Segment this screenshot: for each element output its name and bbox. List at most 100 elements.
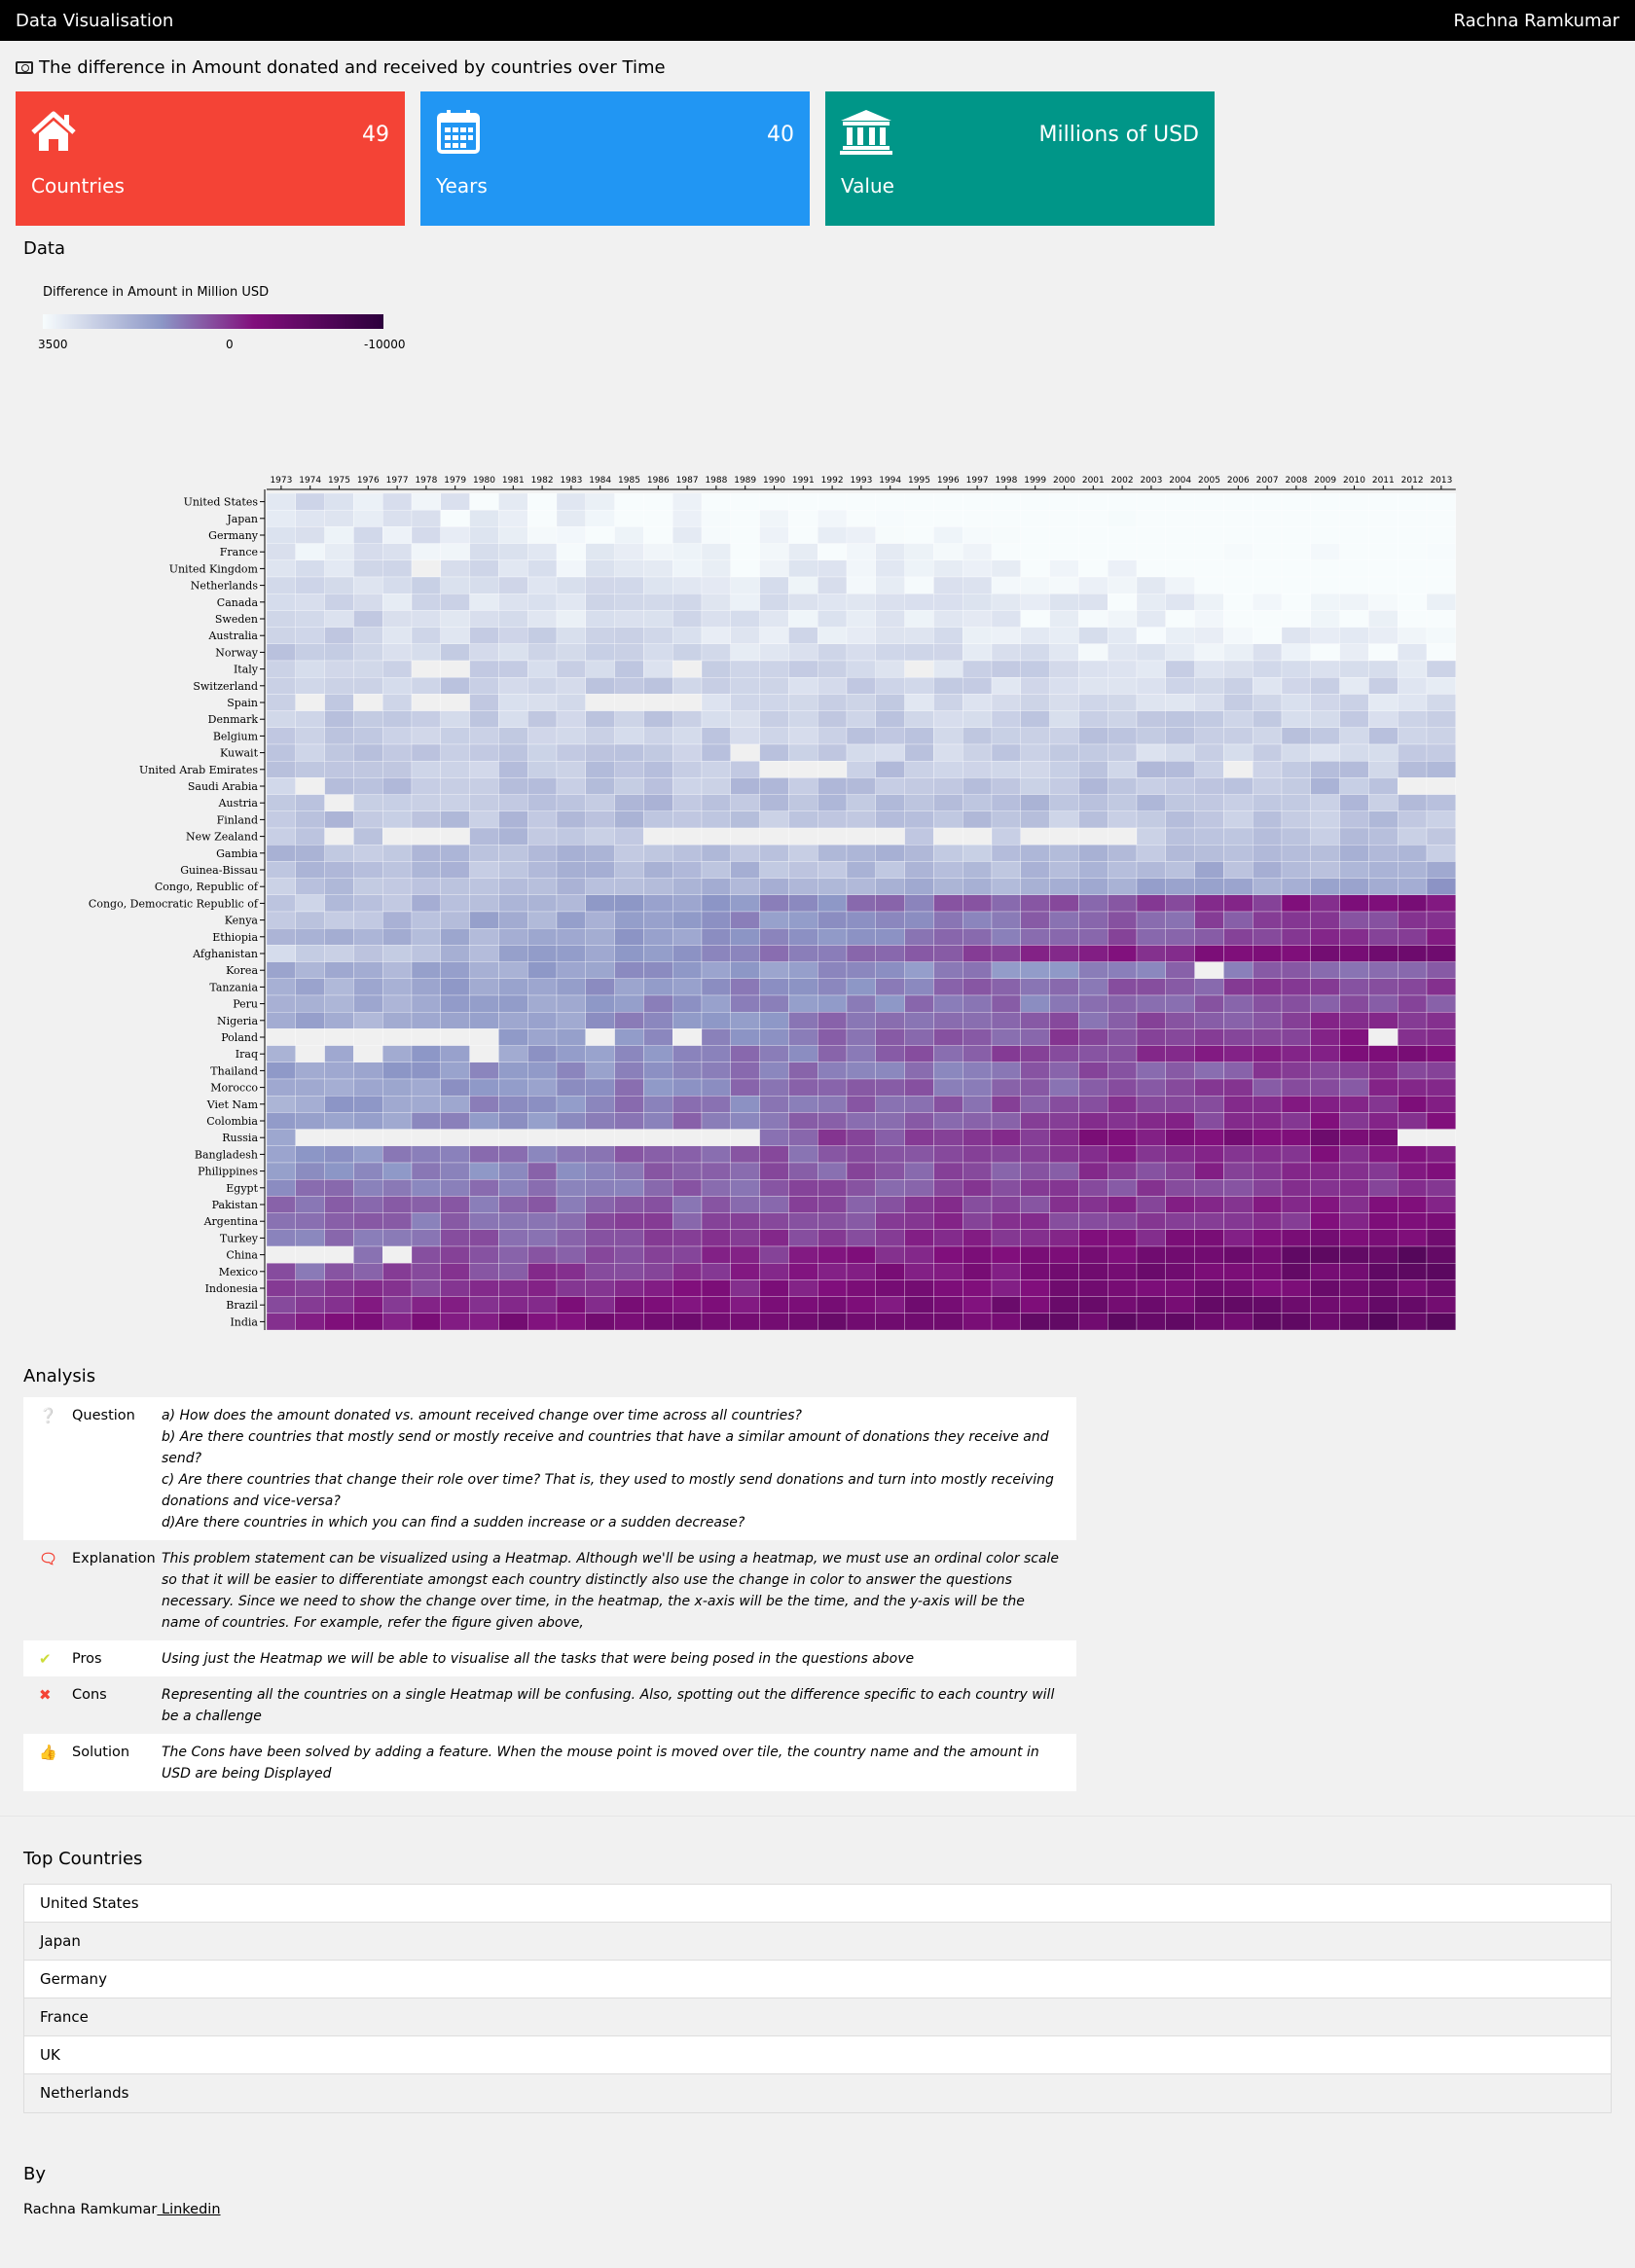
heatmap-cell <box>382 961 413 979</box>
heatmap-cell <box>1368 1212 1399 1230</box>
heatmap-cell <box>1049 1179 1079 1197</box>
heatmap-cell <box>846 677 876 695</box>
heatmap-cell <box>1368 1263 1399 1280</box>
heatmap-cell <box>498 1313 528 1331</box>
heatmap-cell <box>730 845 760 862</box>
heatmap-cell <box>672 610 703 628</box>
heatmap-cell <box>991 492 1021 511</box>
heatmap-cell <box>933 961 963 979</box>
heatmap-cell <box>1398 510 1428 527</box>
heatmap-cell <box>1049 660 1079 678</box>
heatmap-cell <box>353 777 383 795</box>
heatmap-cell <box>1165 743 1195 762</box>
heatmap-cell <box>324 928 354 946</box>
heatmap-cell <box>933 777 963 795</box>
heatmap-cell <box>1281 492 1311 511</box>
list-item[interactable]: Japan <box>24 1923 1611 1961</box>
heatmap-cell <box>818 945 848 962</box>
heatmap-cell <box>701 1245 731 1264</box>
heatmap-cell <box>498 978 528 996</box>
heatmap-cell <box>963 1179 993 1197</box>
heatmap-cell <box>266 994 296 1013</box>
heatmap-cell <box>295 1313 325 1331</box>
heatmap-cell <box>614 994 644 1013</box>
heatmap-cell <box>614 660 644 678</box>
heatmap-cell <box>556 810 586 829</box>
heatmap-cell <box>1049 559 1079 578</box>
question-line-d: d)Are there countries in which you can f… <box>162 1515 745 1530</box>
heatmap-cell <box>1398 777 1428 795</box>
list-item[interactable]: UK <box>24 2036 1611 2074</box>
heatmap-cell <box>469 594 499 611</box>
heatmap-cell <box>759 710 789 728</box>
list-item[interactable]: Netherlands <box>24 2074 1611 2112</box>
heatmap-cell <box>1049 576 1079 594</box>
heatmap-cell <box>1108 1196 1138 1213</box>
heatmap-cell <box>701 594 731 611</box>
list-item[interactable]: France <box>24 1998 1611 2036</box>
heatmap-cell <box>614 794 644 811</box>
heatmap-cell <box>991 845 1021 862</box>
money-icon <box>16 61 33 74</box>
heatmap-cell <box>353 492 383 511</box>
heatmap-cell <box>1078 1028 1108 1046</box>
heatmap-cell <box>730 1028 760 1046</box>
heatmap-cell <box>469 610 499 628</box>
heatmap-cell <box>527 1296 558 1314</box>
heatmap-cell <box>818 510 848 527</box>
heatmap-cell <box>1281 945 1311 962</box>
heatmap-cell <box>353 610 383 628</box>
y-tick-label: Japan <box>226 513 258 525</box>
heatmap-cell <box>875 594 905 611</box>
heatmap-cell <box>1136 1062 1166 1080</box>
heatmap-cell <box>1426 710 1456 728</box>
heatmap-cell <box>1049 1112 1079 1130</box>
heatmap-cell <box>1368 727 1399 745</box>
heatmap-cell <box>556 643 586 662</box>
heatmap-cell <box>701 777 731 795</box>
heatmap-cell <box>585 643 615 662</box>
y-tick-label: United Arab Emirates <box>139 764 258 776</box>
heatmap-cell <box>266 777 296 795</box>
heatmap-cell <box>875 845 905 862</box>
heatmap-cell <box>991 961 1021 979</box>
heatmap-cell <box>730 526 760 544</box>
heatmap-cell <box>1078 1112 1108 1130</box>
heatmap-cell <box>382 1245 413 1264</box>
heatmap-cell <box>1165 1279 1195 1297</box>
heatmap-cell <box>527 878 558 895</box>
heatmap-cell <box>933 894 963 913</box>
heatmap-cell <box>1108 492 1138 511</box>
heatmap-cell <box>991 1196 1021 1213</box>
user-name[interactable]: Rachna Ramkumar <box>1453 11 1619 31</box>
heatmap-cell <box>788 961 818 979</box>
heatmap-cell <box>440 660 470 678</box>
heatmap-cell <box>353 1279 383 1297</box>
heatmap-cell <box>1281 677 1311 695</box>
heatmap-cell <box>353 1045 383 1062</box>
heatmap-cell <box>1368 878 1399 895</box>
heatmap-cell <box>324 1045 354 1062</box>
heatmap-cell <box>1049 1162 1079 1180</box>
list-item[interactable]: Germany <box>24 1961 1611 1998</box>
heatmap-cell <box>904 694 934 711</box>
heatmap-cell <box>1426 1196 1456 1213</box>
heatmap-cell <box>1108 643 1138 662</box>
heatmap-cell <box>1339 694 1369 711</box>
heatmap-cell <box>730 878 760 895</box>
heatmap-cell <box>904 1279 934 1297</box>
heatmap-cell <box>1223 1296 1254 1314</box>
x-tick-label: 2012 <box>1401 476 1424 486</box>
heatmap-cell <box>846 627 876 644</box>
brand-title[interactable]: Data Visualisation <box>16 11 174 31</box>
heatmap-cell <box>788 1296 818 1314</box>
list-item[interactable]: United States <box>24 1885 1611 1923</box>
heatmap-cell <box>846 861 876 879</box>
heatmap-cell <box>759 1279 789 1297</box>
heatmap-cell <box>411 878 441 895</box>
heatmap-cell <box>904 894 934 913</box>
heatmap-cell <box>556 928 586 946</box>
linkedin-link[interactable]: Linkedin <box>157 2202 221 2217</box>
x-tick-label: 2010 <box>1343 476 1365 486</box>
heatmap-cell <box>1165 1078 1195 1097</box>
